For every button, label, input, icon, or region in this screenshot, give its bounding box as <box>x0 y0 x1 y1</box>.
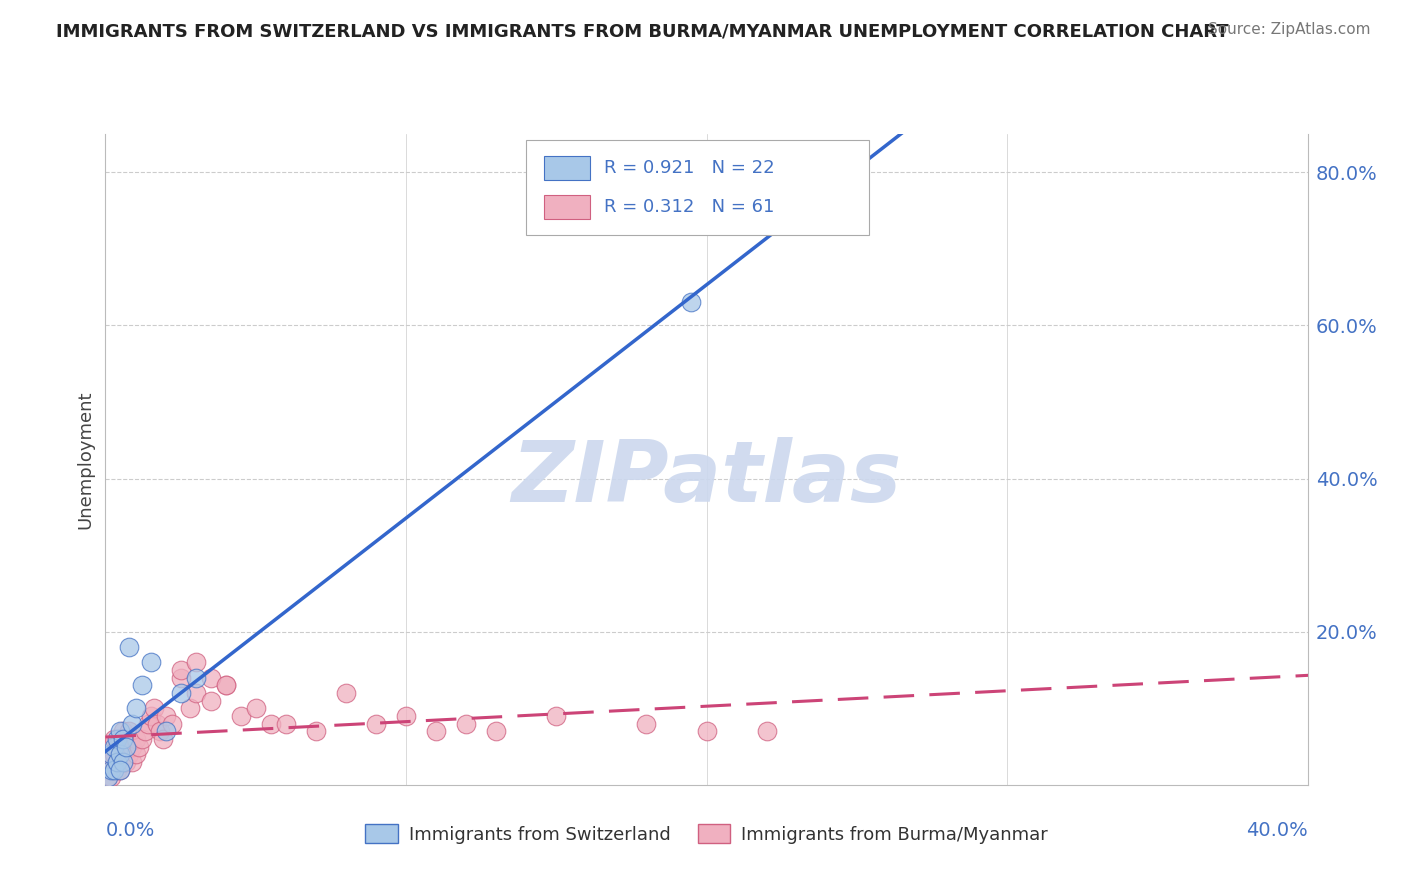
Point <box>110 747 132 762</box>
Point <box>139 656 162 670</box>
Point <box>103 763 125 777</box>
Point <box>485 724 508 739</box>
Point <box>110 724 132 739</box>
Point <box>245 701 267 715</box>
Point <box>115 755 138 769</box>
Text: R = 0.921   N = 22: R = 0.921 N = 22 <box>605 159 775 178</box>
Point <box>755 724 778 739</box>
Point <box>179 701 201 715</box>
Point <box>131 678 153 692</box>
Point <box>107 763 129 777</box>
Point <box>112 755 135 769</box>
Point <box>124 731 146 746</box>
Point <box>155 709 177 723</box>
Point <box>100 747 122 762</box>
Point <box>200 671 222 685</box>
Point <box>118 724 141 739</box>
Point <box>131 731 153 746</box>
Point <box>112 739 135 754</box>
Point <box>128 739 150 754</box>
Point <box>107 731 129 746</box>
Point <box>97 755 120 769</box>
Point <box>169 671 191 685</box>
Text: Source: ZipAtlas.com: Source: ZipAtlas.com <box>1208 22 1371 37</box>
Point <box>121 755 143 769</box>
Point <box>100 770 122 784</box>
Point <box>112 731 135 746</box>
Point <box>112 724 135 739</box>
Legend: Immigrants from Switzerland, Immigrants from Burma/Myanmar: Immigrants from Switzerland, Immigrants … <box>359 816 1054 851</box>
Point <box>169 663 191 677</box>
Point <box>134 724 156 739</box>
Point <box>148 724 170 739</box>
Point <box>546 709 568 723</box>
Point <box>184 671 207 685</box>
Point <box>229 709 252 723</box>
Point <box>124 701 146 715</box>
Point <box>100 763 122 777</box>
Text: ZIPatlas: ZIPatlas <box>512 437 901 520</box>
Point <box>124 747 146 762</box>
Point <box>121 716 143 731</box>
Point <box>139 709 162 723</box>
Point <box>103 747 125 762</box>
Point <box>364 716 387 731</box>
Point <box>200 694 222 708</box>
Point <box>115 731 138 746</box>
Point <box>169 686 191 700</box>
Point <box>97 763 120 777</box>
Point <box>454 716 477 731</box>
Point <box>107 755 129 769</box>
Point <box>214 678 236 692</box>
Point <box>136 716 159 731</box>
Point <box>103 731 125 746</box>
Point <box>142 701 165 715</box>
Point <box>696 724 718 739</box>
Point <box>184 656 207 670</box>
Point <box>107 739 129 754</box>
Point <box>110 763 132 777</box>
Point <box>118 747 141 762</box>
Point <box>155 724 177 739</box>
Text: R = 0.312   N = 61: R = 0.312 N = 61 <box>605 198 775 216</box>
Point <box>97 770 120 784</box>
Point <box>112 755 135 769</box>
Point <box>110 763 132 777</box>
Point <box>305 724 328 739</box>
Point <box>335 686 357 700</box>
Point <box>100 755 122 769</box>
Point <box>110 731 132 746</box>
Point <box>152 731 174 746</box>
Point <box>681 295 703 310</box>
Text: IMMIGRANTS FROM SWITZERLAND VS IMMIGRANTS FROM BURMA/MYANMAR UNEMPLOYMENT CORREL: IMMIGRANTS FROM SWITZERLAND VS IMMIGRANT… <box>56 22 1229 40</box>
Text: 0.0%: 0.0% <box>105 821 155 839</box>
Point <box>103 739 125 754</box>
Point <box>97 770 120 784</box>
Point <box>121 739 143 754</box>
Point <box>118 640 141 654</box>
Point <box>160 716 183 731</box>
Y-axis label: Unemployment: Unemployment <box>76 390 94 529</box>
Point <box>425 724 447 739</box>
Text: 40.0%: 40.0% <box>1246 821 1308 839</box>
Point <box>110 747 132 762</box>
Point <box>214 678 236 692</box>
FancyBboxPatch shape <box>544 156 591 180</box>
Point <box>107 755 129 769</box>
Point <box>395 709 418 723</box>
Point <box>260 716 283 731</box>
Point <box>115 739 138 754</box>
Point <box>103 763 125 777</box>
Point <box>145 716 167 731</box>
Point <box>274 716 297 731</box>
FancyBboxPatch shape <box>526 140 869 235</box>
Point <box>636 716 658 731</box>
Point <box>100 739 122 754</box>
FancyBboxPatch shape <box>544 194 591 219</box>
Point <box>184 686 207 700</box>
